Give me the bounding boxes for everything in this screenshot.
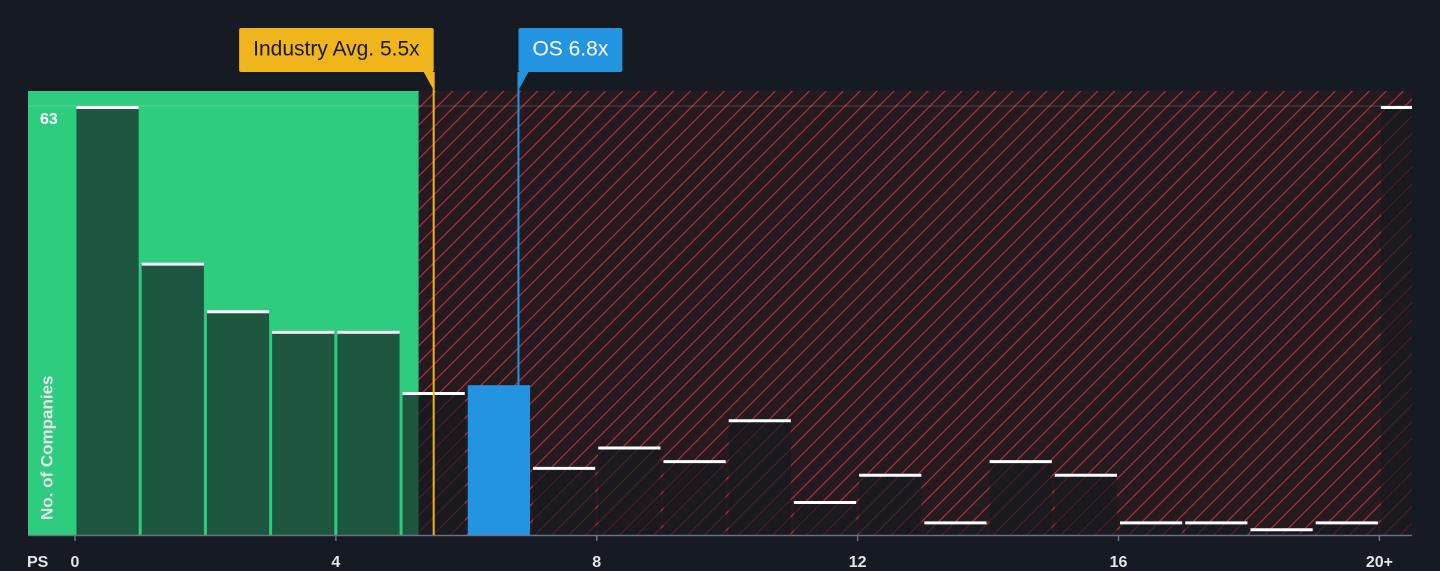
x-tick-label: 4 (331, 554, 340, 571)
bar (728, 419, 791, 535)
bad-region (418, 91, 1412, 535)
annotation-box (239, 28, 434, 72)
bar (1054, 473, 1118, 535)
x-tick-label: 16 (1110, 554, 1128, 571)
bar (1380, 105, 1412, 535)
bar (141, 262, 204, 535)
bar (1120, 521, 1183, 535)
bar (467, 385, 531, 535)
bar (1315, 521, 1378, 535)
annotation-pointer (423, 72, 434, 90)
bar (989, 460, 1052, 535)
bar (793, 500, 857, 535)
bar (859, 473, 922, 535)
bar (1250, 528, 1313, 535)
bar (337, 330, 400, 535)
bar (272, 330, 335, 535)
annotation: OS 6.8x (518, 28, 623, 90)
y-axis-label: No. of Companies (37, 375, 56, 520)
annotation-pointer (518, 72, 529, 90)
bar (533, 466, 596, 535)
bar (1185, 521, 1248, 535)
y-tick-label: 63 (40, 111, 58, 128)
annotation-box (518, 28, 623, 72)
bar (76, 105, 139, 535)
x-tick-label: 12 (849, 554, 867, 571)
bar (206, 310, 270, 535)
x-tick-label: 0 (71, 554, 80, 571)
bar (598, 446, 661, 535)
plot-area (28, 91, 1412, 535)
x-tick-label: 20+ (1366, 554, 1393, 571)
x-tick-label: 8 (592, 554, 601, 571)
annotation-label: Industry Avg. 5.5x (253, 38, 420, 61)
annotation: Industry Avg. 5.5x (239, 28, 434, 90)
bar (924, 521, 987, 535)
annotation-label: OS 6.8x (532, 38, 608, 61)
bar (663, 460, 726, 535)
x-axis-label: PS (27, 554, 49, 571)
